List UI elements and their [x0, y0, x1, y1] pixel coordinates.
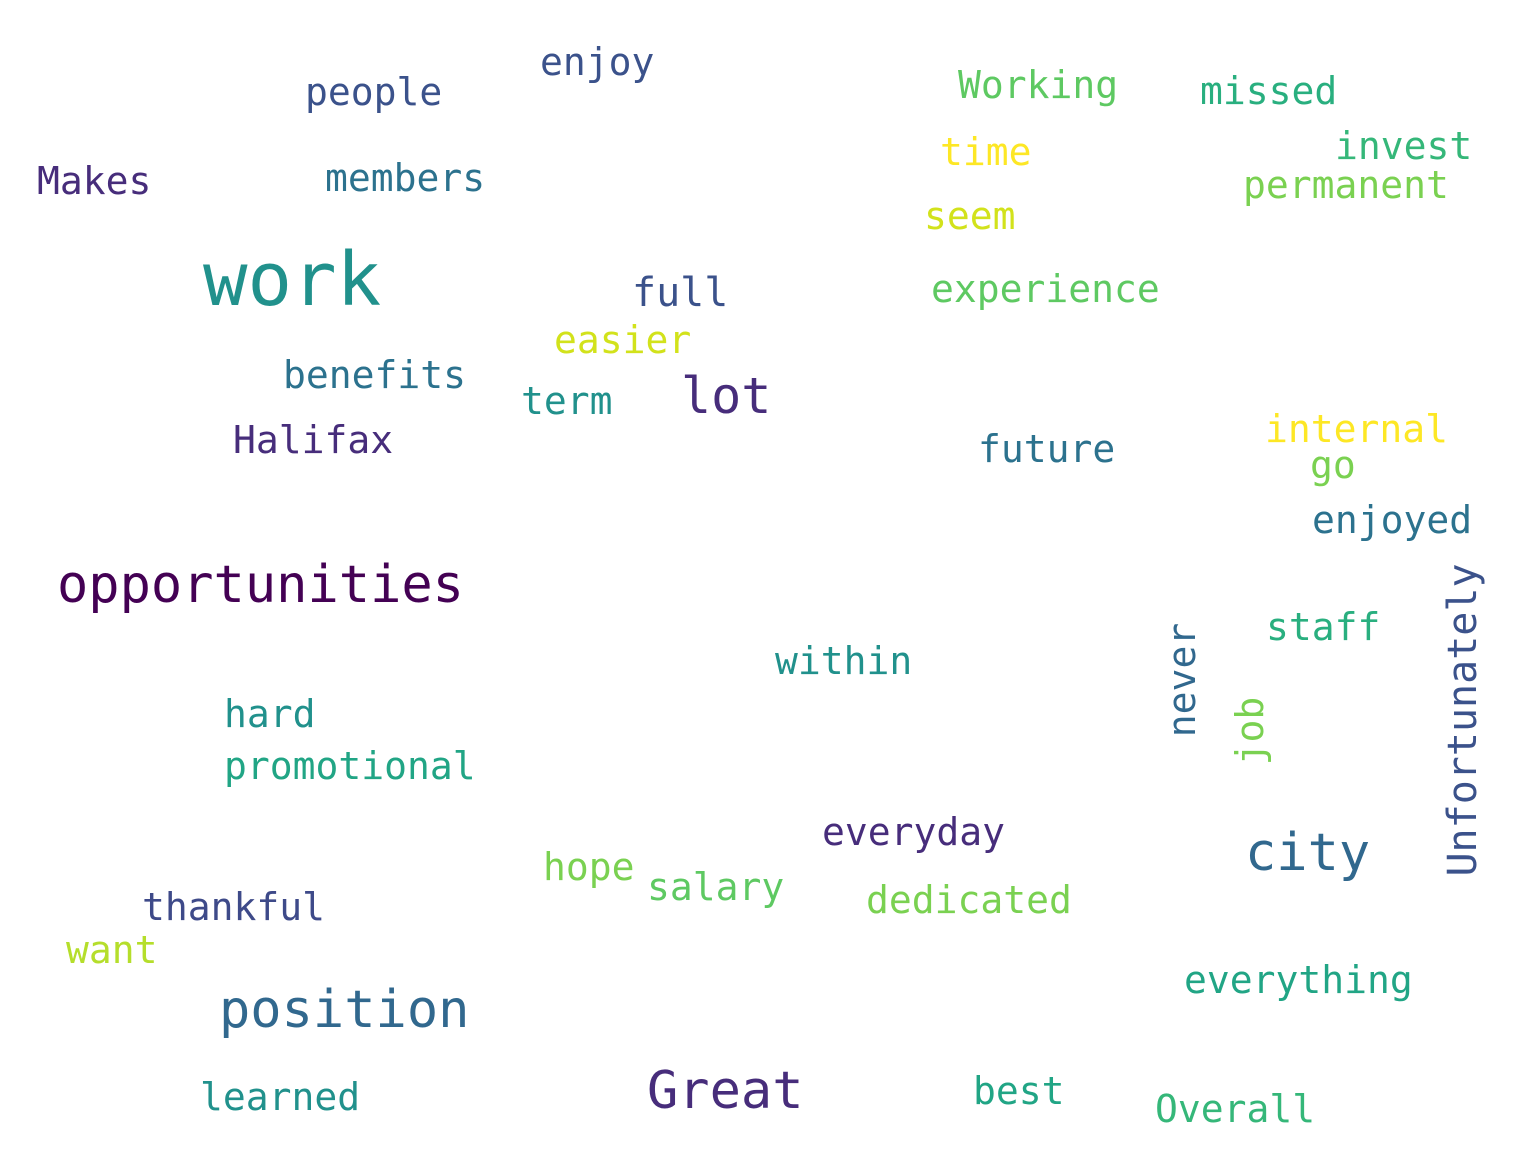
word-go: go	[1310, 446, 1356, 484]
word-enjoyed: enjoyed	[1312, 501, 1472, 539]
word-enjoy: enjoy	[540, 43, 654, 81]
word-missed: missed	[1200, 72, 1337, 110]
word-staff: staff	[1266, 608, 1380, 646]
word-makes: Makes	[37, 162, 151, 200]
word-thankful: thankful	[142, 888, 325, 926]
word-term: term	[521, 382, 613, 420]
word-experience: experience	[931, 270, 1160, 308]
word-work: work	[203, 243, 381, 317]
word-members: members	[325, 159, 485, 197]
word-easier: easier	[554, 321, 691, 359]
word-future: future	[978, 430, 1115, 468]
word-working: Working	[958, 66, 1118, 104]
word-hope: hope	[543, 848, 635, 886]
word-everyday: everyday	[822, 813, 1005, 851]
word-seem: seem	[924, 197, 1016, 235]
word-everything: everything	[1184, 961, 1413, 999]
word-overall: Overall	[1155, 1090, 1315, 1128]
word-people: people	[305, 73, 442, 111]
word-benefits: benefits	[283, 356, 466, 394]
word-lot: lot	[681, 371, 771, 421]
word-within: within	[775, 642, 912, 680]
word-hard: hard	[224, 695, 316, 733]
word-city: city	[1245, 827, 1370, 879]
word-invest: invest	[1335, 127, 1472, 165]
word-great: Great	[647, 1065, 804, 1117]
word-time: time	[940, 133, 1032, 171]
word-permanent: permanent	[1243, 166, 1449, 204]
word-never: never	[1163, 623, 1201, 737]
word-learned: learned	[200, 1078, 360, 1116]
word-dedicated: dedicated	[866, 881, 1072, 919]
word-want: want	[66, 931, 158, 969]
word-internal: internal	[1265, 410, 1448, 448]
word-position: position	[219, 984, 469, 1036]
word-unfortunately: Unfortunately	[1443, 563, 1483, 876]
word-opportunities: opportunities	[57, 559, 464, 611]
word-promotional: promotional	[224, 747, 476, 785]
word-halifax: Halifax	[233, 421, 393, 459]
word-best: best	[973, 1072, 1065, 1110]
word-full: full	[632, 273, 728, 313]
word-job: job	[1231, 697, 1269, 766]
word-salary: salary	[647, 868, 784, 906]
